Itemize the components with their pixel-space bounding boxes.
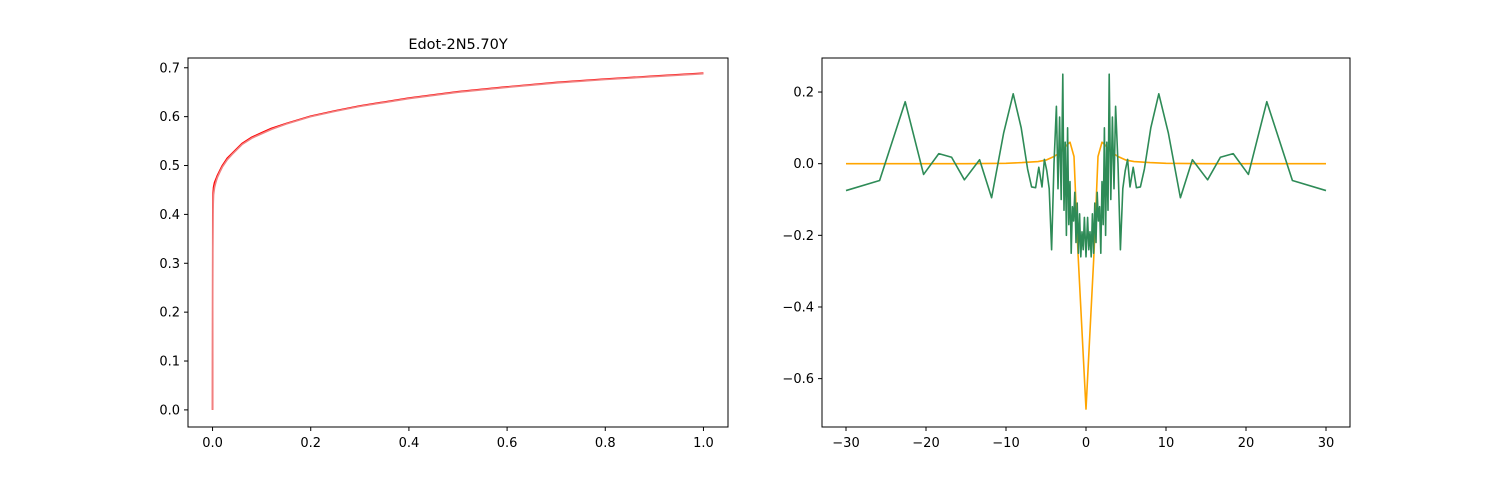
y-tick-label: 0.3	[159, 257, 180, 272]
x-tick-label: 0.4	[399, 436, 420, 451]
y-tick-label: −0.6	[782, 372, 814, 387]
series-line-1	[211, 72, 704, 410]
x-tick-label: 0.8	[595, 436, 616, 451]
y-tick-label: 0.7	[159, 61, 180, 76]
y-tick-label: 0.4	[159, 208, 180, 223]
x-tick-label: 0.2	[300, 436, 321, 451]
series-line-1	[845, 73, 1327, 258]
plot-area	[211, 72, 704, 410]
y-tick-label: 0.0	[793, 157, 814, 172]
x-tick-label: −10	[992, 436, 1019, 451]
axes-frame	[187, 57, 729, 428]
series-line-0	[846, 141, 1326, 410]
x-tick-label: 1.0	[693, 436, 714, 451]
y-tick-label: 0.5	[159, 159, 180, 174]
y-tick-label: 0.2	[159, 306, 180, 321]
x-tick-label: −30	[832, 436, 859, 451]
chart-title: Edot-2N5.70Y	[408, 37, 508, 53]
x-tick-label: 0.0	[202, 436, 223, 451]
y-tick-label: 0.0	[159, 403, 180, 418]
x-tick-label: 0	[1082, 436, 1090, 451]
x-tick-label: −20	[912, 436, 939, 451]
y-tick-label: 0.6	[159, 110, 180, 125]
x-tick-label: 10	[1158, 436, 1175, 451]
y-tick-label: 0.1	[159, 355, 180, 370]
plot-area	[845, 73, 1327, 410]
right-chart: −30 −20 −10 0 10 20 30 −0.6 −0.4 −0.2 0.0 0.2	[782, 57, 1351, 451]
y-tick-label: 0.2	[793, 86, 814, 101]
x-tick-label: 20	[1238, 436, 1255, 451]
x-tick-label: 0.6	[497, 436, 518, 451]
y-tick-label: −0.4	[782, 300, 814, 315]
y-tick-label: −0.2	[782, 229, 814, 244]
x-tick-label: 30	[1318, 436, 1335, 451]
left-chart: 0.0 0.2 0.4 0.6 0.8 1.0 0.0 0.1 0.2 0.3 0.4 0.5 0.6 0…	[159, 37, 729, 451]
